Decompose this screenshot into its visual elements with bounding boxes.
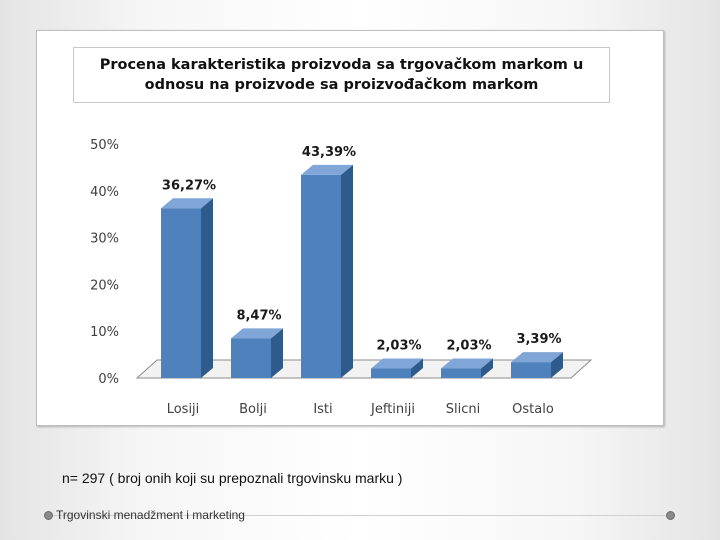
sample-caption: n= 297 ( broj onih koji su prepoznali tr… [62,470,403,486]
bar-chart: 0% 10% 20% 30% 40% 50% 36,27% Losiji 8,47% Bolji 4… [90,138,593,417]
data-label: 2,03% [446,338,491,353]
chart-title-box: Procena karakteristika proizvoda sa trgo… [73,47,610,103]
bar [301,174,341,378]
bar-top [231,328,283,339]
x-tick-label: Ostalo [512,402,554,417]
x-tick-label: Losiji [167,402,200,417]
data-label: 43,39% [302,145,356,160]
bar [161,208,201,378]
bar-side [411,358,423,378]
data-label: 2,03% [376,338,421,353]
bar-side [271,328,283,378]
bar [511,362,551,378]
bar-side [551,352,563,378]
chart-title: Procena karakteristika proizvoda sa trgo… [99,57,584,93]
footer-divider [44,515,670,516]
bar [371,368,411,378]
y-tick-label: 40% [90,185,119,200]
y-tick-label: 50% [90,138,119,153]
bar [231,338,271,378]
bar [441,368,481,378]
x-tick-label: Bolji [239,402,267,417]
bar-side [201,198,213,378]
chart-frame: Procena karakteristika proizvoda sa trgo… [36,30,664,426]
bar-top [161,198,213,209]
data-label: 3,39% [516,332,561,347]
bar-side [481,358,493,378]
bar-top [301,164,353,175]
data-label: 8,47% [236,308,281,323]
y-tick-label: 30% [90,232,119,247]
bar-top [441,358,493,369]
bar-top [511,352,563,363]
bar-side [341,164,353,378]
footer-bullet-right [666,511,675,520]
data-label: 36,27% [162,178,216,193]
bar-top [371,358,423,369]
x-tick-label: Slicni [446,402,480,417]
y-tick-label: 20% [90,278,119,293]
y-tick-label: 10% [90,325,119,340]
x-tick-label: Jeftiniji [370,402,415,417]
x-tick-label: Isti [313,402,332,417]
y-tick-label: 0% [98,372,119,387]
footer-bullet-left [44,511,53,520]
footer-text: Trgovinski menadžment i marketing [56,508,245,522]
